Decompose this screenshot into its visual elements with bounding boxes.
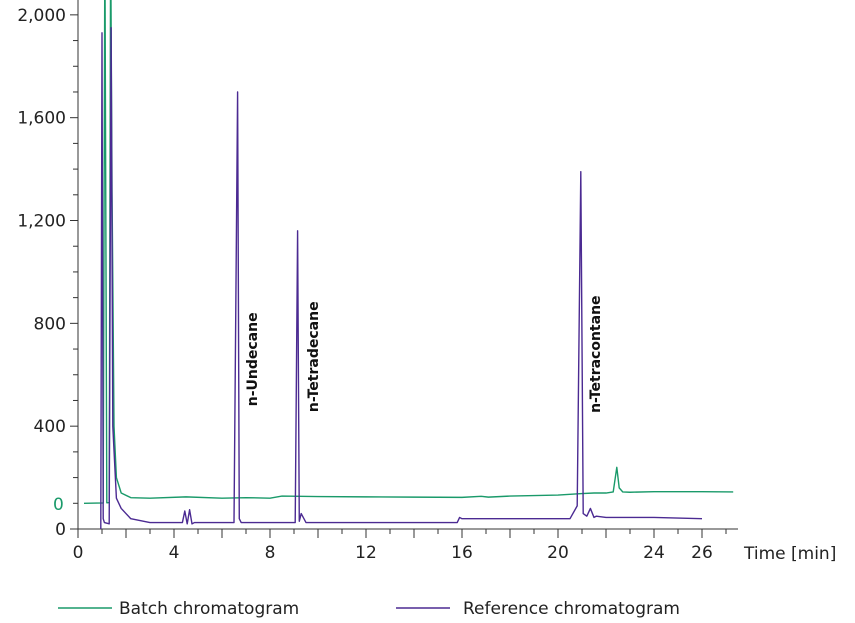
y-tick-label: 0 [55, 520, 66, 540]
x-tick-label: 24 [643, 543, 665, 563]
legend: Batch chromatogram Reference chromatogra… [58, 599, 680, 619]
y-tick-label: 800 [34, 314, 66, 334]
legend-label-reference: Reference chromatogram [463, 599, 680, 619]
y-tick-label: 1,600 [17, 109, 66, 129]
series-layer [83, 0, 734, 530]
x-tick-label: 26 [691, 543, 713, 563]
reference-chromatogram-line [100, 27, 703, 530]
axes: 0 400 800 1,200 1,600 2,000 0 4 8 12 16 20 24 26 [17, 0, 738, 563]
peak-annotations: n-Undecane n-Tetradecane n-Tetracontane [245, 295, 604, 412]
batch-baseline-zero-label: 0 [53, 495, 64, 515]
peak-label: n-Undecane [245, 312, 261, 406]
peak-label: n-Tetradecane [306, 301, 322, 412]
x-tick-label: 16 [451, 543, 473, 563]
y-tick-label: 1,200 [17, 212, 66, 232]
y-tick-label: 400 [34, 417, 66, 437]
x-tick-label: 0 [73, 543, 84, 563]
x-tick-label: 20 [547, 543, 569, 563]
x-tick-label: 12 [355, 543, 377, 563]
y-tick-label: 2,000 [17, 6, 66, 26]
x-tick-label: 8 [265, 543, 276, 563]
batch-chromatogram-line [83, 0, 734, 504]
peak-label: n-Tetracontane [588, 295, 604, 412]
legend-label-batch: Batch chromatogram [119, 599, 299, 619]
x-tick-label: 4 [169, 543, 180, 563]
x-axis-title: Time [min] [743, 544, 836, 564]
